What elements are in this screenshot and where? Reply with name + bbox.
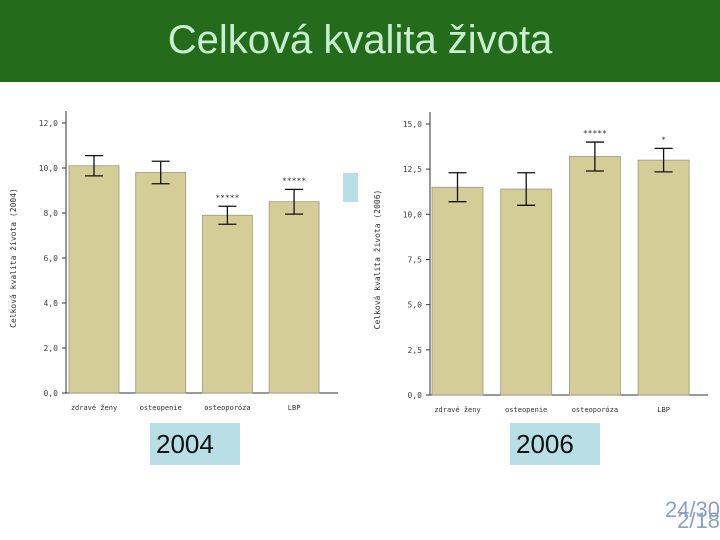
charts: Celková kvalita života (2004) 0,0 2,0 4,0 6,… — [9, 111, 708, 414]
y-axis-label: Celková kvalita života (2004) — [9, 188, 18, 328]
bar — [135, 172, 187, 394]
y-tick-label: 0,0 — [44, 389, 59, 398]
x-tick-label: osteopenie — [140, 404, 182, 412]
y-axis-label: Celková kvalita života (2006) — [373, 190, 382, 330]
y-tick-label: 15,0 — [403, 120, 422, 129]
annotation: ***** — [282, 176, 306, 185]
y-tick-label: 10,0 — [39, 164, 58, 173]
bar — [500, 188, 553, 396]
y-tick-label: 12,0 — [39, 119, 58, 128]
x-tick-label: osteoporóza — [572, 406, 618, 414]
y-tick-label: 2,0 — [44, 344, 59, 353]
y-tick-label: 7,5 — [408, 256, 423, 265]
bar — [201, 214, 253, 394]
y-tick-label: 6,0 — [44, 254, 59, 263]
y-tick-label: 4,0 — [44, 299, 59, 308]
page-number: 2/18 — [677, 508, 720, 533]
decor-box — [343, 173, 358, 202]
year-label: 2004 — [150, 423, 240, 465]
error-bar — [654, 147, 673, 173]
y-tick-label: 10,0 — [403, 210, 422, 219]
annotation: * — [661, 135, 666, 144]
y-tick-label: 12,5 — [403, 165, 422, 174]
error-bar — [151, 160, 170, 185]
x-tick-label: LBP — [288, 404, 301, 412]
error-bar — [517, 172, 536, 206]
bar — [268, 201, 320, 394]
y-tick-label: 0,0 — [408, 391, 423, 400]
annotation: ***** — [215, 193, 239, 202]
x-tick-label: osteopenie — [505, 406, 547, 414]
error-bar — [448, 172, 467, 203]
x-tick-label: zdravé ženy — [434, 406, 480, 414]
year-label: 2006 — [510, 423, 600, 465]
bar — [569, 156, 621, 396]
error-bar — [218, 205, 237, 225]
annotation: ***** — [583, 129, 607, 138]
y-tick-label: 5,0 — [408, 301, 423, 310]
slide-title: Celková kvalita života — [167, 18, 553, 62]
error-bar — [85, 154, 103, 177]
y-tick-label: 2,5 — [408, 346, 423, 355]
page-number: 24/30 — [664, 497, 720, 522]
error-bar — [585, 141, 604, 172]
bar — [68, 165, 120, 394]
bar — [431, 186, 484, 396]
y-tick-label: 8,0 — [44, 209, 59, 218]
bar — [637, 159, 690, 396]
x-tick-label: zdravé ženy — [71, 404, 117, 412]
x-tick-label: LBP — [657, 406, 670, 414]
header — [0, 0, 720, 82]
x-tick-label: osteoporóza — [204, 404, 250, 412]
error-bar — [285, 188, 304, 215]
